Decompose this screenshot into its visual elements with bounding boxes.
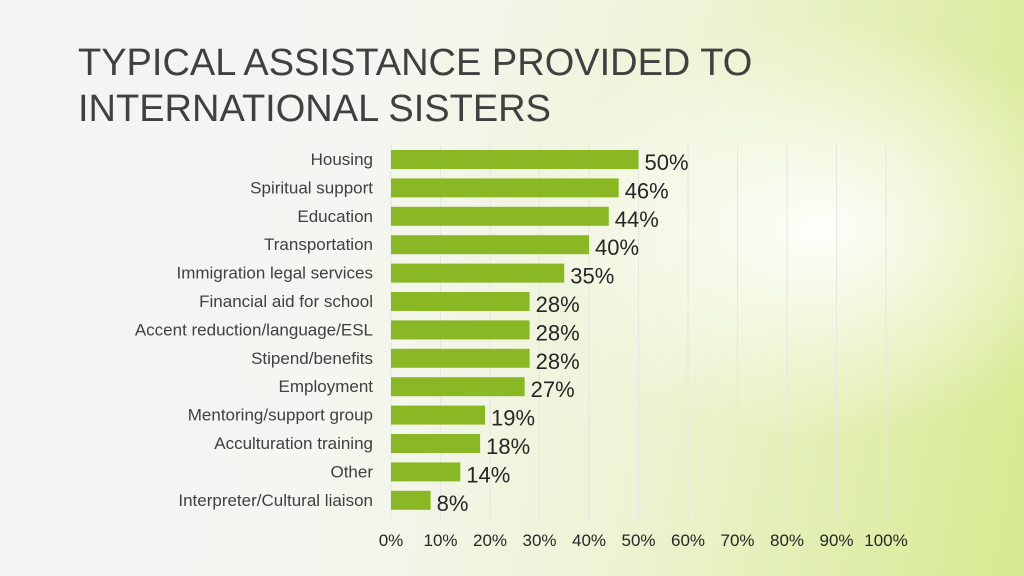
category-label: Acculturation training	[214, 434, 373, 453]
bars	[391, 150, 639, 510]
bar	[391, 320, 530, 340]
slide-title: TYPICAL ASSISTANCE PROVIDED TO INTERNATI…	[78, 40, 938, 132]
x-tick-label: 40%	[572, 531, 606, 550]
x-tick-label: 20%	[473, 531, 507, 550]
data-label: 18%	[486, 434, 530, 459]
bar	[391, 206, 609, 226]
value-labels: 50% 46% 44% 40% 35% 28% 28% 28% 27% 19% 18% 14% 8%	[437, 150, 689, 516]
category-label: Housing	[311, 150, 373, 169]
data-label: 14%	[466, 462, 510, 487]
bar	[391, 348, 530, 368]
data-label: 28%	[536, 349, 580, 374]
data-label: 50%	[645, 150, 689, 175]
data-label: 8%	[437, 491, 469, 516]
category-label: Spiritual support	[250, 178, 373, 197]
data-label: 44%	[615, 207, 659, 232]
category-label: Financial aid for school	[199, 292, 373, 311]
bar	[391, 150, 639, 169]
category-label: Immigration legal services	[176, 264, 373, 283]
x-tick-label: 30%	[522, 531, 556, 550]
category-label: Stipend/benefits	[251, 349, 373, 368]
x-tick-label: 0%	[379, 531, 404, 550]
category-label: Accent reduction/language/ESL	[135, 320, 373, 339]
data-label: 46%	[625, 178, 669, 203]
category-labels: Housing Spiritual support Education Transpo…	[135, 150, 373, 510]
bar	[391, 462, 461, 482]
category-label: Education	[297, 207, 373, 226]
category-label: Other	[330, 462, 373, 481]
x-tick-label: 60%	[671, 531, 705, 550]
category-label: Mentoring/support group	[188, 406, 373, 425]
bar	[391, 263, 565, 283]
bar	[391, 490, 431, 510]
data-label: 28%	[536, 320, 580, 345]
x-tick-label: 10%	[423, 531, 457, 550]
data-label: 35%	[570, 264, 614, 289]
data-label: 28%	[536, 292, 580, 317]
bar	[391, 434, 481, 453]
x-tick-label: 100%	[864, 531, 907, 550]
x-tick-label: 70%	[720, 531, 754, 550]
bar	[391, 405, 486, 425]
x-tick-label: 50%	[621, 531, 655, 550]
title-line-1: TYPICAL ASSISTANCE PROVIDED TO	[78, 42, 753, 84]
category-label: Transportation	[264, 235, 373, 254]
x-tick-label: 80%	[770, 531, 804, 550]
data-label: 40%	[595, 235, 639, 260]
x-axis-ticks: 0% 10% 20% 30% 40% 50% 60% 70% 80% 90% 100%	[379, 531, 908, 550]
bar	[391, 292, 530, 311]
bar	[391, 235, 589, 255]
category-label: Employment	[279, 377, 374, 396]
x-tick-label: 90%	[819, 531, 853, 550]
title-line-2: INTERNATIONAL SISTERS	[78, 88, 551, 130]
category-label: Interpreter/Cultural liaison	[178, 491, 373, 510]
bar	[391, 377, 525, 397]
data-label: 27%	[531, 377, 575, 402]
bar	[391, 178, 619, 198]
data-label: 19%	[491, 406, 535, 431]
